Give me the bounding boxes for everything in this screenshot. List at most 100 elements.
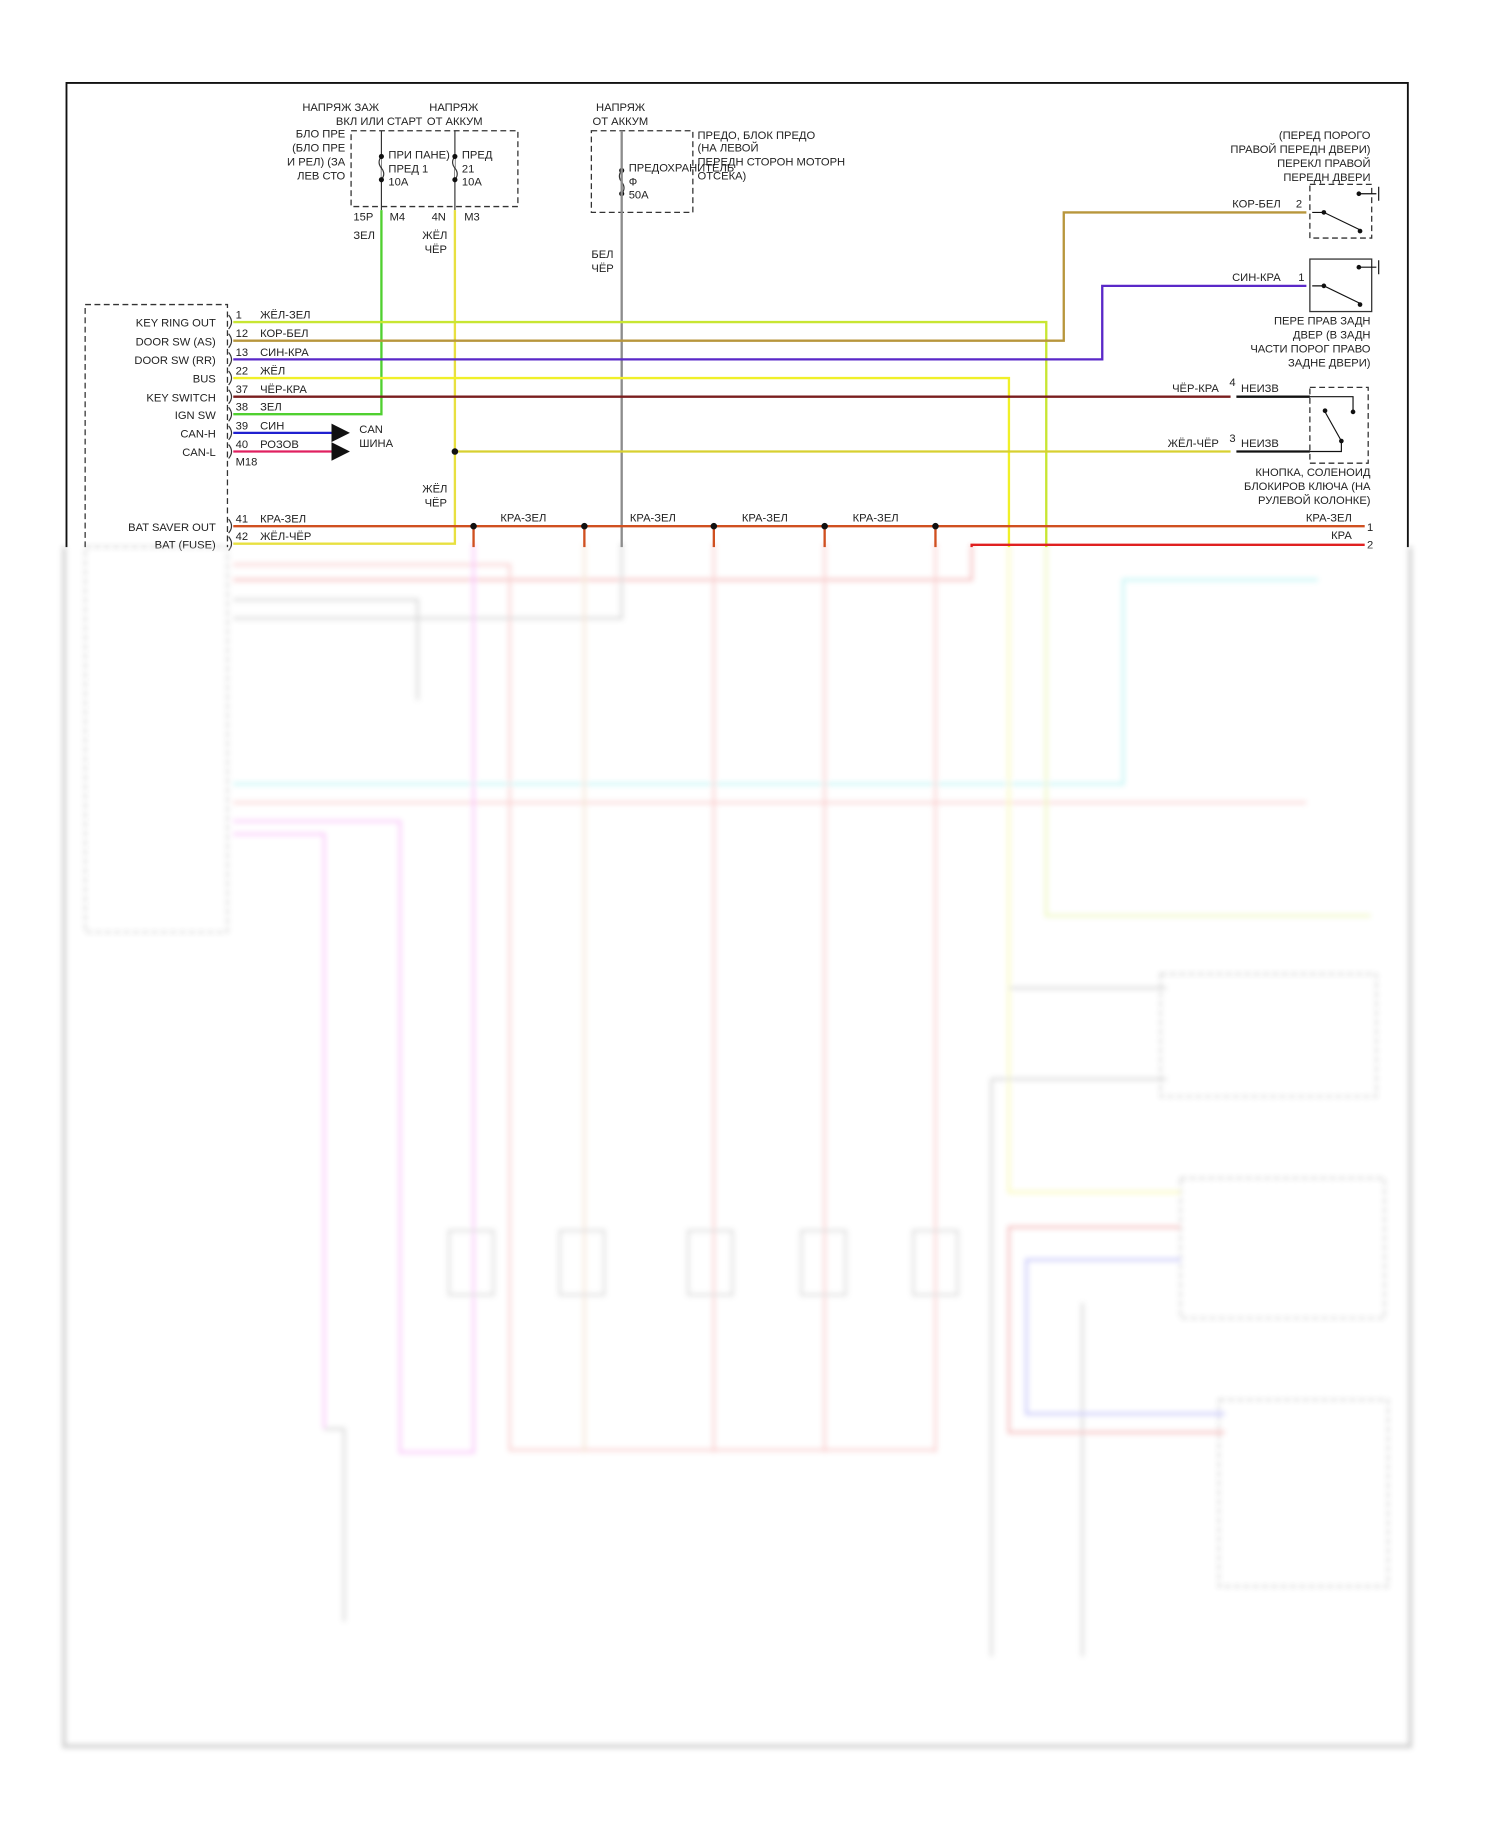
pin-text: 40: [236, 439, 248, 451]
connector-pin-icon: [228, 314, 233, 330]
pin-text: BUS: [193, 374, 216, 386]
svg-text:ДВЕР (В ЗАДН: ДВЕР (В ЗАДН: [1293, 329, 1371, 341]
wire-zel: [233, 210, 383, 416]
connector-pin-icon: [228, 370, 233, 386]
pin-text: 39: [236, 420, 248, 432]
connector-pin-icon: [228, 536, 233, 552]
pin-text: ЗЕЛ: [260, 402, 282, 414]
svg-text:ПРЕД: ПРЕД: [462, 150, 493, 162]
pin-text: СИН: [260, 420, 284, 432]
svg-text:КОР-БЕЛ: КОР-БЕЛ: [1232, 199, 1280, 211]
svg-text:ВКЛ ИЛИ СТАРТ: ВКЛ ИЛИ СТАРТ: [336, 116, 423, 128]
module-connector: KEY RING OUT 1 ЖЁЛ-ЗЕЛ DOOR SW (AS) 12 КОР-БЕ…: [84, 303, 899, 552]
svg-text:ПЕРЕ ПРАВ ЗАДН: ПЕРЕ ПРАВ ЗАДН: [1274, 315, 1371, 327]
svg-text:10A: 10A: [388, 177, 408, 189]
switch-icon: [1312, 186, 1380, 231]
svg-text:ПРАВОЙ ПЕРЕДН ДВЕРИ): ПРАВОЙ ПЕРЕДН ДВЕРИ): [1230, 143, 1370, 156]
svg-text:КРА: КРА: [1331, 530, 1352, 542]
pin-text: 22: [236, 366, 248, 378]
fuse-block-passenger: НАПРЯЖ ЗАЖ ВКЛ ИЛИ СТАРТ НАПРЯЖ ОТ АККУМ…: [287, 102, 519, 256]
pin-text: 38: [236, 402, 248, 414]
pin-text: CAN-H: [180, 429, 215, 441]
pin-text: ЖЁЛ-ЧЁР: [260, 531, 311, 543]
pin-text: СИН-КРА: [260, 347, 309, 359]
svg-text:И РЕЛ) (ЗА: И РЕЛ) (ЗА: [287, 157, 346, 169]
fuse-block-engine: НАПРЯЖ ОТ АККУМ ПРЕДО, БЛОК ПРЕДО (НА ЛЕ…: [590, 102, 846, 275]
wire-kra: [970, 543, 1365, 548]
blurred-lower-section: [62, 543, 1412, 1748]
pin-text: CAN-L: [182, 447, 216, 459]
svg-text:1: 1: [1367, 522, 1373, 534]
svg-text:ПРЕДОХРАНИТЕЛЬ: ПРЕДОХРАНИТЕЛЬ: [629, 163, 734, 175]
connector-pin-icon: [228, 406, 233, 422]
fuse-icon: [378, 156, 385, 181]
svg-text:10A: 10A: [462, 177, 482, 189]
svg-text:M3: M3: [464, 212, 480, 224]
pin-text: KEY RING OUT: [136, 318, 216, 330]
svg-text:(ПЕРЕД ПОРОГО: (ПЕРЕД ПОРОГО: [1279, 130, 1371, 142]
pin-text: РОЗОВ: [260, 439, 299, 451]
switch-icon: [1312, 260, 1380, 304]
pin-text: ЖЁЛ: [260, 366, 285, 378]
svg-text:ПРИ ПАНЕ): ПРИ ПАНЕ): [388, 150, 450, 162]
svg-text:НАПРЯЖ: НАПРЯЖ: [596, 102, 646, 114]
right-connector: КРА-ЗЕЛ 1 КРА 2: [1306, 513, 1373, 552]
connector-pin-icon: [228, 444, 233, 459]
svg-text:ЧЁР-КРА: ЧЁР-КРА: [1172, 383, 1219, 395]
svg-text:ЧАСТИ ПОРОГ ПРАВО: ЧАСТИ ПОРОГ ПРАВО: [1250, 343, 1370, 355]
pin-text: 37: [236, 384, 248, 396]
rear-door-switch[interactable]: СИН-КРА 1 ПЕРЕ ПРАВ ЗАДН ДВЕР (В ЗАДН ЧА…: [1232, 258, 1380, 369]
pin-text: 42: [236, 531, 248, 543]
pin-text: BAT (FUSE): [155, 539, 216, 551]
svg-text:КРА-ЗЕЛ: КРА-ЗЕЛ: [853, 513, 899, 525]
svg-text:Ф: Ф: [629, 177, 638, 189]
svg-text:ШИНА: ШИНА: [359, 438, 393, 450]
svg-text:НАПРЯЖ: НАПРЯЖ: [429, 102, 479, 114]
wire-kor-bel: [233, 211, 1307, 342]
svg-text:КРА-ЗЕЛ: КРА-ЗЕЛ: [630, 513, 676, 525]
pin-text: 13: [236, 347, 248, 359]
connector-pin-icon: [228, 518, 233, 534]
svg-text:НАПРЯЖ ЗАЖ: НАПРЯЖ ЗАЖ: [302, 102, 379, 114]
svg-text:КРА-ЗЕЛ: КРА-ЗЕЛ: [500, 513, 546, 525]
svg-text:РУЛЕВОЙ КОЛОНКЕ): РУЛЕВОЙ КОЛОНКЕ): [1258, 494, 1371, 507]
pin-text: ЖЁЛ-ЗЕЛ: [260, 310, 310, 322]
svg-text:ПЕРЕДН СТОРОН МОТОРН: ПЕРЕДН СТОРОН МОТОРН: [698, 157, 846, 169]
svg-text:M4: M4: [390, 212, 406, 224]
svg-text:КРА-ЗЕЛ: КРА-ЗЕЛ: [742, 513, 788, 525]
svg-text:ЖЁЛ-ЧЁР: ЖЁЛ-ЧЁР: [1168, 438, 1219, 450]
svg-text:ОТ АККУМ: ОТ АККУМ: [427, 116, 483, 128]
svg-text:ЧЁР: ЧЁР: [425, 497, 447, 509]
svg-text:ЖЁЛ: ЖЁЛ: [422, 483, 447, 495]
svg-text:НЕИЗВ: НЕИЗВ: [1241, 438, 1279, 450]
svg-text:КРА-ЗЕЛ: КРА-ЗЕЛ: [1306, 513, 1352, 525]
pin-text: КРА-ЗЕЛ: [260, 514, 306, 526]
svg-text:50A: 50A: [629, 189, 649, 201]
svg-text:CAN: CAN: [359, 424, 383, 436]
svg-text:ЧЁР: ЧЁР: [591, 263, 613, 275]
svg-text:ЗЕЛ: ЗЕЛ: [353, 230, 375, 242]
wire-zhel: [233, 376, 1011, 548]
svg-text:БЛО ПРЕ: БЛО ПРЕ: [296, 129, 345, 141]
svg-text:(БЛО ПРЕ: (БЛО ПРЕ: [292, 143, 345, 155]
connector-pin-icon: [228, 352, 233, 367]
key-lock-solenoid[interactable]: ЧЁР-КРА 4 НЕИЗВ ЖЁЛ-ЧЁР 3 НЕИЗВ КНОПКА, …: [1168, 377, 1371, 507]
wire-zhel-zel: [233, 320, 1048, 548]
svg-text:21: 21: [462, 164, 474, 176]
svg-text:БЛОКИРОВ КЛЮЧА (НА: БЛОКИРОВ КЛЮЧА (НА: [1244, 481, 1371, 493]
front-door-switch[interactable]: (ПЕРЕД ПОРОГО ПРАВОЙ ПЕРЕДН ДВЕРИ) ПЕРЕК…: [1230, 130, 1380, 239]
pin-text: DOOR SW (AS): [136, 336, 216, 348]
svg-text:ЖЁЛ: ЖЁЛ: [422, 230, 447, 242]
diagram-frame: [65, 82, 1409, 548]
svg-text:ПЕРЕКЛ ПРАВОЙ: ПЕРЕКЛ ПРАВОЙ: [1277, 157, 1370, 170]
svg-text:15P: 15P: [353, 212, 373, 224]
svg-text:2: 2: [1296, 199, 1302, 211]
pin-text: ЧЁР-КРА: [260, 384, 307, 396]
connector-pin-icon: [228, 333, 233, 349]
svg-text:СИН-КРА: СИН-КРА: [1232, 272, 1281, 284]
pin-text: 41: [236, 514, 248, 526]
blurred-overlay: [46, 547, 1435, 1772]
svg-text:ПЕРЕДН ДВЕРИ: ПЕРЕДН ДВЕРИ: [1283, 172, 1370, 184]
pin-text: 1: [236, 310, 242, 322]
